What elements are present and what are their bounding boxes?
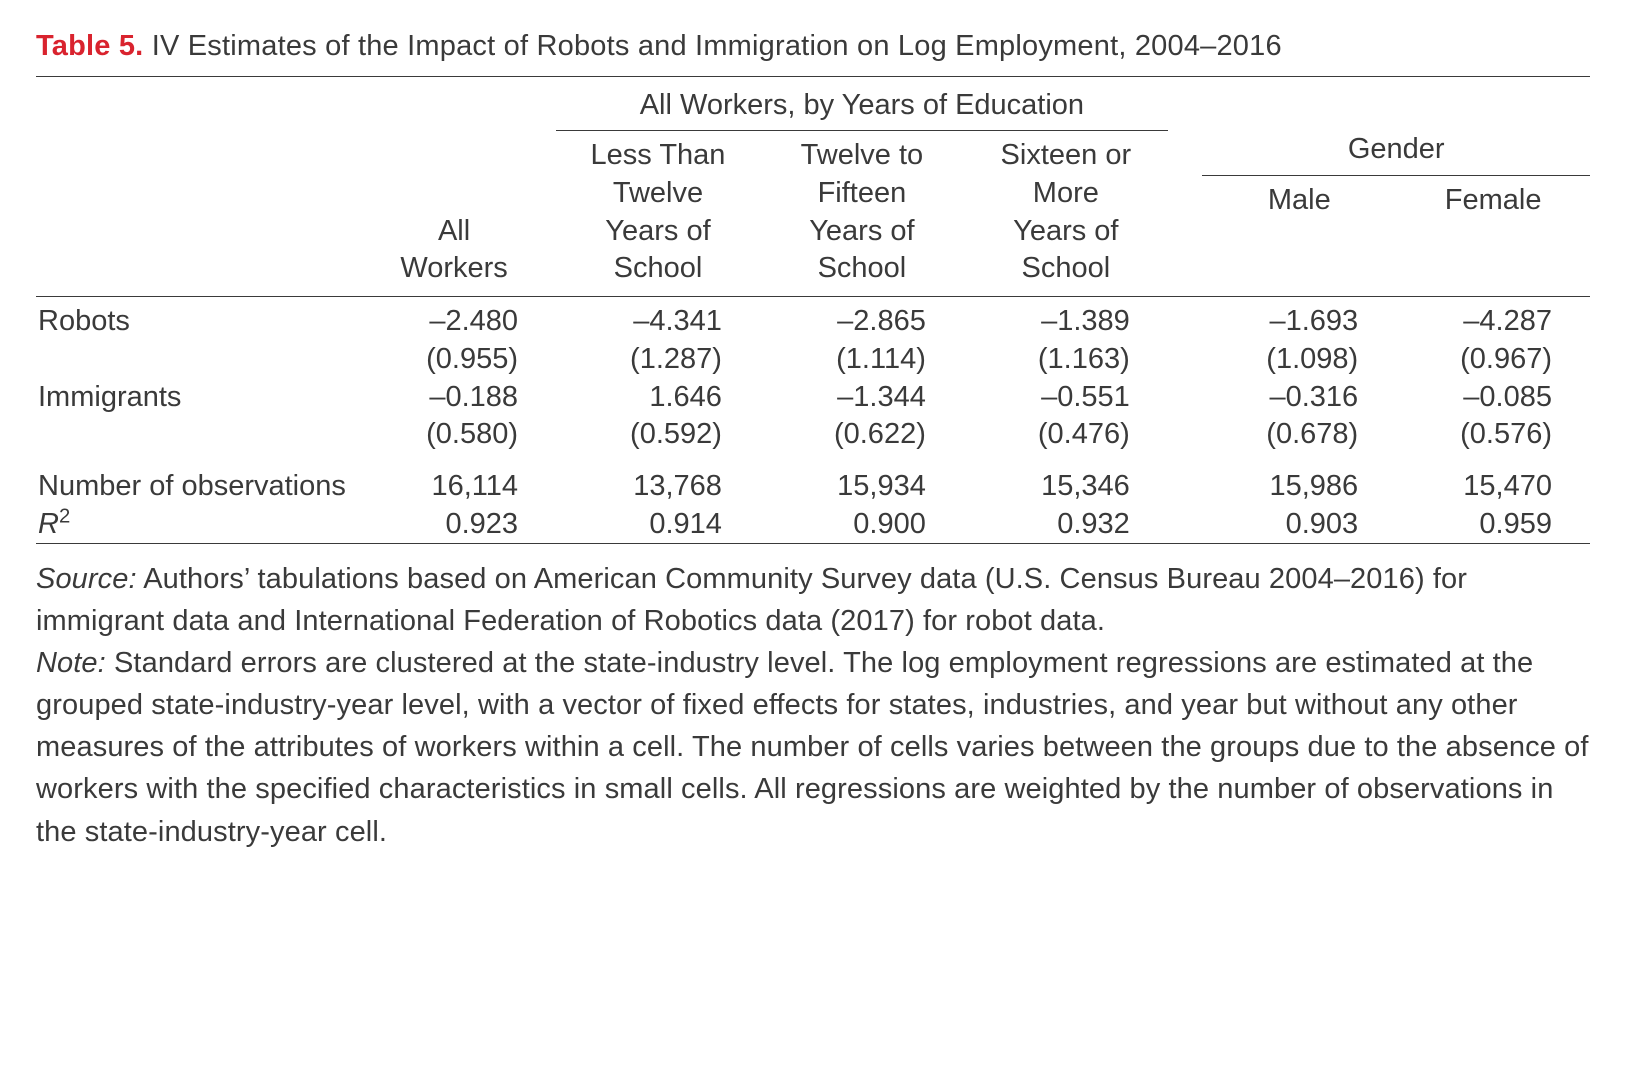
cell: –2.480 <box>352 303 556 341</box>
row-robots-se: (0.955) (1.287) (1.114) (1.163) (1.098) … <box>36 341 1590 379</box>
cell-se: (0.592) <box>556 416 760 454</box>
stub-nobs: Number of observations <box>36 468 352 506</box>
table-title: IV Estimates of the Impact of Robots and… <box>152 30 1282 62</box>
cell: 0.923 <box>352 506 556 544</box>
row-nobs: Number of observations 16,114 13,768 15,… <box>36 468 1590 506</box>
cell: –0.188 <box>352 379 556 417</box>
source-text: Authors’ tabulations based on American C… <box>36 563 1467 637</box>
cell: –1.344 <box>760 379 964 417</box>
spanner-gender: Gender <box>1202 131 1590 176</box>
cell-se: (0.955) <box>352 341 556 379</box>
cell: 0.900 <box>760 506 964 544</box>
cell-se: (1.114) <box>760 341 964 379</box>
estimates-table: All Workers, by Years of Education AllWo… <box>36 76 1590 545</box>
col-1215: Twelve toFifteenYears ofSchool <box>760 131 964 297</box>
cell: 16,114 <box>352 468 556 506</box>
source-line: Source: Authors’ tabulations based on Am… <box>36 558 1590 642</box>
table-caption: Table 5. IV Estimates of the Impact of R… <box>36 28 1590 66</box>
note-line: Note: Standard errors are clustered at t… <box>36 642 1590 852</box>
col-male: Male <box>1202 176 1396 228</box>
row-immigrants-est: Immigrants –0.188 1.646 –1.344 –0.551 –0… <box>36 379 1590 417</box>
note-text: Standard errors are clustered at the sta… <box>36 647 1589 847</box>
cell: –0.085 <box>1396 379 1590 417</box>
cell: 15,934 <box>760 468 964 506</box>
cell: 15,986 <box>1202 468 1396 506</box>
col-lt12: Less ThanTwelveYears ofSchool <box>556 131 760 297</box>
row-immigrants-se: (0.580) (0.592) (0.622) (0.476) (0.678) … <box>36 416 1590 454</box>
cell-se: (0.576) <box>1396 416 1590 454</box>
col-female: Female <box>1396 176 1590 228</box>
spanner-row-1: All Workers, by Years of Education <box>36 83 1590 131</box>
cell: 1.646 <box>556 379 760 417</box>
stub-r2: R2 <box>36 506 352 544</box>
cell: 15,470 <box>1396 468 1590 506</box>
cell-se: (0.622) <box>760 416 964 454</box>
row-r2: R2 0.923 0.914 0.900 0.932 0.903 0.959 <box>36 506 1590 544</box>
cell: –0.316 <box>1202 379 1396 417</box>
cell: 0.903 <box>1202 506 1396 544</box>
cell-se: (0.580) <box>352 416 556 454</box>
stub-immigrants: Immigrants <box>36 379 352 417</box>
cell: 0.932 <box>964 506 1168 544</box>
note-label: Note: <box>36 647 106 679</box>
cell-se: (0.678) <box>1202 416 1396 454</box>
cell: –1.389 <box>964 303 1168 341</box>
cell: 15,346 <box>964 468 1168 506</box>
spanner-education: All Workers, by Years of Education <box>556 83 1168 131</box>
cell: 0.959 <box>1396 506 1590 544</box>
cell: –2.865 <box>760 303 964 341</box>
cell-se: (1.163) <box>964 341 1168 379</box>
col-ge16: Sixteen orMoreYears ofSchool <box>964 131 1168 297</box>
stub-robots: Robots <box>36 303 352 341</box>
table-notes: Source: Authors’ tabulations based on Am… <box>36 558 1590 852</box>
cell: –4.341 <box>556 303 760 341</box>
row-robots-est: Robots –2.480 –4.341 –2.865 –1.389 –1.69… <box>36 303 1590 341</box>
column-header-row: AllWorkers Less ThanTwelveYears ofSchool… <box>36 131 1590 297</box>
table-label: Table 5. <box>36 30 143 62</box>
cell-se: (0.476) <box>964 416 1168 454</box>
cell-se: (0.967) <box>1396 341 1590 379</box>
cell: –4.287 <box>1396 303 1590 341</box>
source-label: Source: <box>36 563 137 595</box>
col-all: AllWorkers <box>352 131 556 297</box>
cell: –1.693 <box>1202 303 1396 341</box>
cell-se: (1.287) <box>556 341 760 379</box>
cell: 13,768 <box>556 468 760 506</box>
cell: –0.551 <box>964 379 1168 417</box>
cell: 0.914 <box>556 506 760 544</box>
cell-se: (1.098) <box>1202 341 1396 379</box>
